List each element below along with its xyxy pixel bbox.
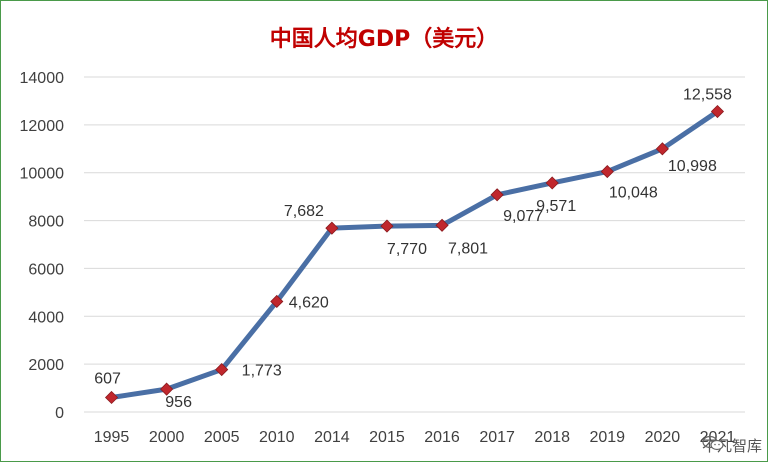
data-label: 12,558: [683, 87, 732, 104]
data-point: [160, 382, 174, 396]
data-label: 4,620: [289, 294, 329, 311]
data-label: 7,801: [448, 240, 488, 257]
data-label: 10,048: [609, 185, 658, 202]
x-tick-label: 2015: [369, 429, 405, 446]
data-point: [215, 363, 229, 377]
wechat-icon: [702, 435, 724, 451]
y-tick-label: 0: [55, 405, 64, 422]
x-tick-label: 2005: [204, 429, 240, 446]
data-label: 956: [165, 394, 192, 411]
x-tick-label: 2019: [589, 429, 625, 446]
x-tick-label: 2018: [534, 429, 570, 446]
data-point: [325, 221, 339, 235]
y-tick-label: 10000: [20, 166, 65, 183]
chart-title: 中国人均GDP（美元）: [269, 27, 499, 52]
data-point: [270, 294, 284, 309]
y-tick-label: 6000: [28, 261, 64, 278]
x-tick-label: 2014: [314, 429, 350, 446]
data-point: [710, 104, 725, 119]
watermark: 不凡智库: [702, 435, 762, 456]
data-point: [380, 219, 394, 233]
data-label: 9,077: [503, 208, 543, 225]
x-tick-label: 2021: [700, 429, 736, 446]
y-tick-label: 4000: [28, 309, 64, 326]
data-label: 7,770: [387, 241, 427, 258]
data-point: [490, 188, 504, 202]
data-point: [600, 165, 614, 179]
x-tick-label: 2010: [259, 429, 295, 446]
x-tick-label: 2017: [479, 429, 515, 446]
y-tick-label: 8000: [28, 214, 64, 231]
y-tick-label: 12000: [20, 118, 65, 135]
x-tick-label: 1995: [94, 429, 130, 446]
series-line: [109, 109, 720, 400]
data-point: [104, 390, 119, 405]
x-tick-label: 2020: [645, 429, 681, 446]
data-label: 7,682: [284, 203, 324, 220]
data-label: 1,773: [242, 363, 282, 380]
y-tick-label: 14000: [20, 70, 65, 87]
data-label: 9,571: [536, 198, 576, 215]
data-point: [435, 218, 449, 232]
data-point: [655, 142, 669, 156]
x-tick-label: 2000: [149, 429, 185, 446]
data-label: 10,998: [668, 158, 717, 175]
x-tick-label: 2016: [424, 429, 460, 446]
data-point: [545, 176, 559, 190]
y-tick-label: 2000: [28, 357, 64, 374]
data-label: 607: [94, 370, 121, 387]
